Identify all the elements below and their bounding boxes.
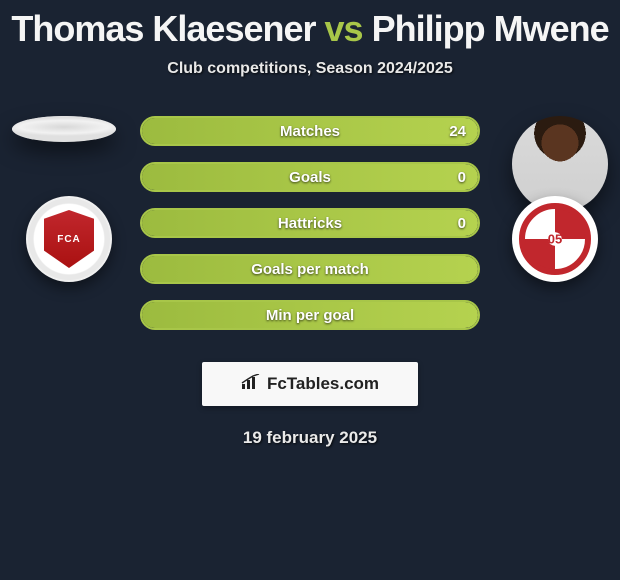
- vs-label: vs: [325, 8, 363, 49]
- stat-row: Goals 0: [140, 162, 480, 192]
- stat-value-right: 24: [437, 118, 478, 144]
- stat-label: Matches: [142, 118, 478, 144]
- club-logo-left: [26, 196, 112, 282]
- fca-badge-icon: [44, 210, 94, 268]
- stat-row: Goals per match: [140, 254, 480, 284]
- mainz-badge-icon: [519, 203, 591, 275]
- stat-row: Hattricks 0: [140, 208, 480, 238]
- stat-row: Matches 24: [140, 116, 480, 146]
- stat-row: Min per goal: [140, 300, 480, 330]
- chart-icon: [241, 374, 261, 395]
- stat-label: Goals: [142, 164, 478, 190]
- player1-avatar: [12, 116, 116, 142]
- page-title: Thomas Klaesener vs Philipp Mwene: [0, 0, 620, 50]
- snapshot-date: 19 february 2025: [0, 428, 620, 448]
- stat-value-right: [454, 302, 478, 328]
- branding-badge: FcTables.com: [202, 362, 418, 406]
- player1-name: Thomas Klaesener: [11, 8, 315, 49]
- stat-bars: Matches 24 Goals 0 Hattricks 0 Goals per…: [140, 116, 480, 346]
- player2-name: Philipp Mwene: [372, 8, 609, 49]
- subtitle: Club competitions, Season 2024/2025: [0, 60, 620, 78]
- stat-value-right: 0: [446, 210, 478, 236]
- comparison-arena: Matches 24 Goals 0 Hattricks 0 Goals per…: [0, 116, 620, 356]
- club-logo-right: [512, 196, 598, 282]
- stat-value-right: 0: [446, 164, 478, 190]
- stat-value-right: [454, 256, 478, 282]
- stat-label: Goals per match: [142, 256, 478, 282]
- stat-label: Hattricks: [142, 210, 478, 236]
- stat-label: Min per goal: [142, 302, 478, 328]
- branding-text: FcTables.com: [267, 374, 379, 394]
